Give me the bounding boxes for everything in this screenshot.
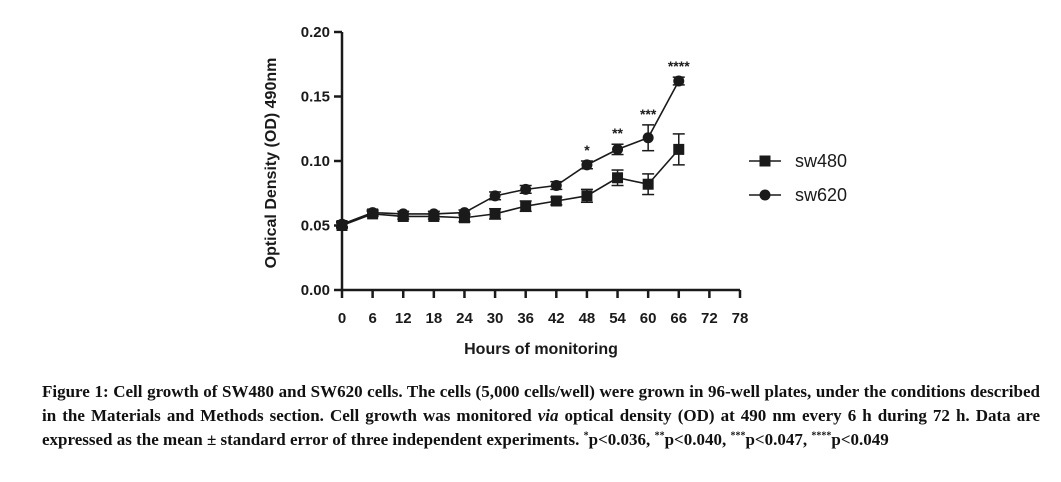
caption-sig1-sup: * — [583, 430, 589, 442]
caption-sig2: p<0.040, — [664, 430, 731, 449]
caption-sig4-sup: **** — [811, 430, 832, 442]
significance-label: **** — [668, 58, 690, 74]
data-point-sw620 — [458, 207, 470, 219]
x-tick-label: 24 — [456, 310, 473, 327]
significance-label: ** — [612, 125, 623, 141]
data-point-sw480 — [612, 172, 624, 184]
growth-chart: 0.00 0.05 0.10 0.15 0.20 0 6 12 18 24 30 36 42 48 54 60… — [263, 24, 847, 358]
x-tick-label: 48 — [579, 310, 596, 327]
data-point-sw620 — [489, 190, 501, 202]
data-point-sw480 — [520, 200, 532, 212]
caption-sig3: p<0.047, — [745, 430, 812, 449]
x-tick-label: 30 — [487, 310, 504, 327]
caption-label: Figure 1: — [42, 382, 109, 401]
caption-sig1: p<0.036, — [588, 430, 655, 449]
legend-label-sw480: sw480 — [795, 151, 847, 171]
y-tick-label: 0.05 — [301, 218, 330, 235]
x-tick-label: 12 — [395, 310, 412, 327]
data-point-sw480 — [550, 195, 562, 207]
x-axis-title: Hours of monitoring — [464, 341, 618, 358]
caption-via: via — [537, 406, 559, 425]
x-tick-label: 0 — [338, 310, 346, 327]
data-point-sw620 — [397, 208, 409, 220]
y-tick-label: 0.15 — [301, 89, 330, 106]
x-tick-label: 54 — [609, 310, 626, 327]
data-point-sw480 — [642, 178, 654, 190]
y-tick-label: 0.20 — [301, 24, 330, 41]
caption-sig4: p<0.049 — [831, 430, 889, 449]
significance-label: * — [584, 142, 590, 158]
figure-caption: Figure 1: Cell growth of SW480 and SW620… — [42, 380, 1040, 452]
y-axis-title: Optical Density (OD) 490nm — [263, 58, 280, 269]
data-point-sw620 — [642, 132, 654, 144]
data-point-sw480 — [673, 143, 685, 155]
data-point-sw620 — [612, 143, 624, 155]
data-point-sw620 — [581, 159, 593, 171]
x-tick-label: 72 — [701, 310, 718, 327]
data-point-sw480 — [581, 190, 593, 202]
data-point-sw620 — [336, 218, 348, 230]
legend-label-sw620: sw620 — [795, 185, 847, 205]
data-point-sw620 — [428, 208, 440, 220]
x-tick-label: 42 — [548, 310, 565, 327]
caption-sig3-sup: *** — [730, 430, 746, 442]
legend-marker-sw480 — [759, 155, 771, 167]
x-tick-label: 60 — [640, 310, 657, 327]
x-tick-label: 18 — [426, 310, 443, 327]
data-point-sw620 — [367, 207, 379, 219]
y-tick-label: 0.10 — [301, 153, 330, 170]
x-tick-label: 78 — [732, 310, 749, 327]
x-tick-label: 66 — [670, 310, 687, 327]
data-point-sw620 — [550, 180, 562, 192]
data-point-sw620 — [673, 75, 685, 87]
x-tick-label: 36 — [517, 310, 534, 327]
data-point-sw480 — [489, 208, 501, 220]
caption-text-2: optical density (OD) at 490 nm every 6 h… — [42, 406, 1041, 449]
caption-text-1: Cell growth of SW480 and SW620 cells. Th… — [42, 382, 1040, 425]
caption-sig2-sup: ** — [654, 430, 665, 442]
significance-label: *** — [640, 106, 657, 122]
y-tick-label: 0.00 — [301, 282, 330, 299]
x-tick-label: 6 — [368, 310, 376, 327]
series-line-sw620 — [341, 80, 680, 225]
data-point-sw620 — [520, 183, 532, 195]
legend-marker-sw620 — [759, 189, 771, 201]
